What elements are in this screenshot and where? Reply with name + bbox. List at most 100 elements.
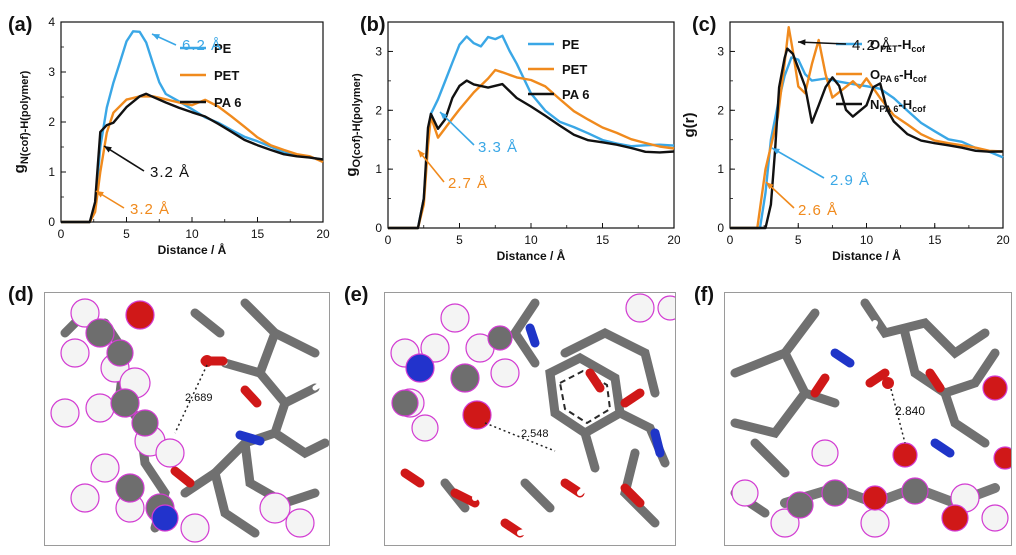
legend-label: NPA 6-Hcof	[870, 97, 927, 114]
legend-sub: cof	[911, 44, 926, 54]
legend-main: N	[870, 97, 879, 112]
y-tick-label: 1	[717, 162, 724, 176]
x-tick-label: 15	[928, 233, 942, 247]
panel-b: (b) 0 5 10 15 20 0 1 2 3 Distance / Å gO(cof)-H(po…	[340, 0, 681, 280]
annotation-arrow	[797, 41, 847, 45]
series-line	[730, 47, 1004, 230]
legend-label: PA 6	[562, 87, 589, 102]
distance-label: 2.548	[521, 428, 549, 440]
legend-label: OPET-Hcof	[870, 37, 926, 54]
distance-label: 2.840	[895, 404, 925, 418]
legend-sub: cof	[913, 74, 928, 84]
distance-label: 2.689	[185, 392, 213, 404]
annotation-label: 3.2 Å	[150, 164, 190, 181]
x-tick-label: 20	[667, 233, 680, 247]
x-tick-label: 15	[251, 227, 265, 241]
x-tick-label: 0	[58, 227, 65, 241]
x-tick-label: 10	[524, 233, 538, 247]
annotation-arrowhead	[766, 182, 774, 190]
annotation-arrow	[439, 111, 475, 146]
y-tick-label: 3	[717, 44, 724, 58]
snapshot-e: 2.548	[384, 292, 676, 546]
legend-main: O	[870, 67, 880, 82]
x-tick-label: 5	[123, 227, 130, 241]
panel-a: (a) 0 5 10 15 20 0 1 2 3 4 Distance / Å gN(cof)-H(p…	[0, 0, 340, 280]
annotation-arrowhead	[104, 146, 112, 153]
y-tick-label: 3	[48, 65, 55, 79]
annotation-label: 3.3 Å	[478, 139, 518, 156]
y-tick-label: 1	[375, 162, 382, 176]
chart-b: 0 5 10 15 20 0 1 2 3 Distance / Å gO(cof)-H(polyme…	[343, 21, 681, 263]
x-tick-label: 5	[456, 233, 463, 247]
x-tick-label: 10	[860, 233, 874, 247]
series-line	[61, 92, 324, 224]
legend-label: PA 6	[214, 95, 241, 110]
y-axis-label-group: gO(cof)-H(polymer)	[343, 73, 363, 177]
x-axis-label: Distance / Å	[497, 248, 566, 263]
y-tick-label: 2	[48, 115, 55, 129]
x-tick-label: 20	[996, 233, 1010, 247]
x-tick-label: 20	[316, 227, 330, 241]
y-axis-label-main: g	[343, 167, 360, 176]
x-tick-label: 0	[385, 233, 392, 247]
legend-sub: PA 6	[879, 104, 898, 114]
legend-label: PET	[214, 68, 239, 83]
x-tick-label: 10	[185, 227, 199, 241]
panel-label-d: (d)	[8, 284, 34, 306]
chart-a: 0 5 10 15 20 0 1 2 3 4 Distance / Å gN(cof)-H(polym…	[11, 15, 330, 257]
series-line	[388, 34, 675, 230]
series-line	[61, 95, 324, 224]
x-axis-label: Distance / Å	[158, 242, 227, 257]
legend-mid: -H	[898, 97, 912, 112]
y-axis-label-main: g	[11, 164, 28, 173]
annotation-label: 3.2 Å	[130, 201, 170, 218]
legend-label: PE	[214, 41, 232, 56]
y-tick-label: 4	[48, 15, 55, 29]
annotation-arrow	[771, 147, 825, 179]
snapshot-f: 2.840	[724, 292, 1012, 546]
panel-label-f: (f)	[694, 284, 714, 306]
panel-label-e: (e)	[344, 284, 369, 306]
annotation-arrowhead	[96, 191, 104, 198]
panel-label: (c)	[692, 14, 717, 36]
legend-main: O	[870, 37, 880, 52]
annotation-arrowhead	[152, 34, 160, 40]
panel-label: (b)	[360, 14, 386, 36]
legend-mid: -H	[899, 67, 913, 82]
annotation-label: 4.2 Å	[852, 37, 892, 54]
x-tick-label: 0	[727, 233, 734, 247]
series-line	[61, 30, 324, 224]
x-axis-label: Distance / Å	[832, 248, 901, 263]
y-axis-label: g(r)	[681, 113, 698, 138]
y-tick-label: 0	[48, 215, 55, 229]
legend-label: OPA 6-Hcof	[870, 67, 927, 84]
y-tick-label: 1	[48, 165, 55, 179]
y-tick-label: 3	[375, 44, 382, 58]
molecular-render-e: 2.548	[390, 293, 675, 538]
annotation-label: 2.6 Å	[798, 202, 838, 219]
legend-mid: -H	[898, 37, 912, 52]
annotation-arrowhead	[440, 112, 448, 120]
y-axis-label: gO(cof)-H(polymer)	[343, 73, 363, 177]
molecular-render-d: 2.689	[50, 298, 329, 543]
annotation-label: 2.9 Å	[830, 172, 870, 189]
molecular-render-f: 2.840	[730, 298, 1011, 538]
snapshot-d: 2.689	[44, 292, 330, 546]
y-axis-label-group: gN(cof)-H(polymer)	[11, 70, 31, 173]
x-tick-label: 15	[596, 233, 610, 247]
y-axis-label-group: g(r)	[681, 113, 698, 138]
y-axis-label: gN(cof)-H(polymer)	[11, 70, 31, 173]
x-tick-label: 5	[795, 233, 802, 247]
y-axis-label-sub: O(cof)-H(polymer)	[351, 73, 363, 167]
y-tick-label: 2	[717, 103, 724, 117]
legend-sub: PA 6	[880, 74, 899, 84]
annotation-arrowhead	[798, 39, 806, 46]
annotation-label: 2.7 Å	[448, 175, 488, 192]
panel-label: (a)	[8, 14, 33, 36]
series-line	[388, 79, 675, 230]
annotation-arrow	[103, 145, 145, 172]
y-tick-label: 2	[375, 103, 382, 117]
legend-sub: cof	[912, 104, 927, 114]
